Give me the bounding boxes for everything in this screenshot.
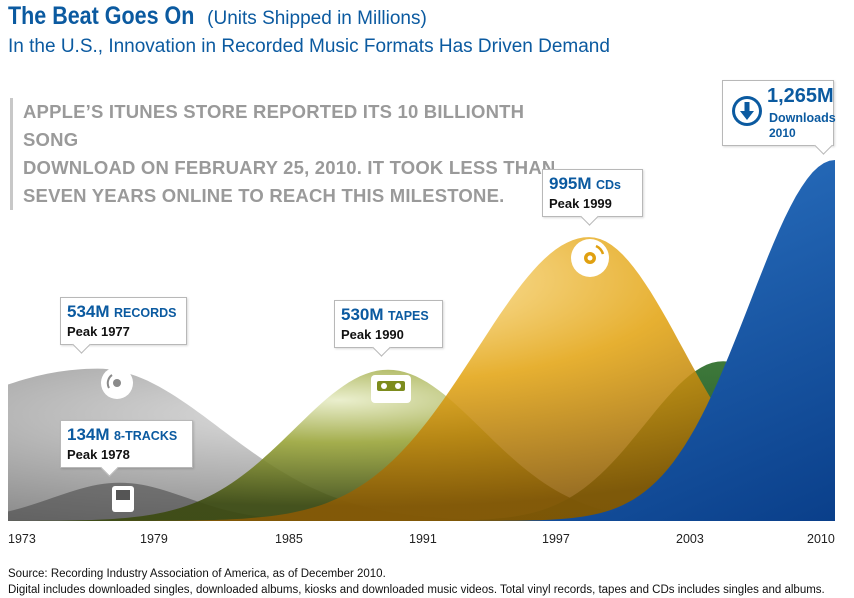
- cd-disc-icon: [571, 239, 609, 277]
- x-tick-1985: 1985: [275, 532, 303, 546]
- cds-unit: CDs: [595, 178, 621, 192]
- record-disc-icon: [101, 367, 133, 399]
- source-note: Source: Recording Industry Association o…: [8, 566, 825, 598]
- callout-records: 534M RECORDS Peak 1977: [60, 297, 187, 345]
- records-unit: RECORDS: [113, 306, 177, 320]
- 8tracks-peak-value: 134M: [67, 425, 110, 444]
- download-arrow-icon: [732, 96, 762, 126]
- chart-subtitle: In the U.S., Innovation in Recorded Musi…: [8, 36, 610, 57]
- x-tick-1973: 1973: [8, 532, 36, 546]
- downloads-label: Downloads: [769, 111, 836, 125]
- area-cds: [8, 237, 835, 521]
- chart-title-main: The Beat Goes On: [8, 2, 195, 30]
- tapes-peak-value: 530M: [341, 305, 384, 324]
- note-line-2: DOWNLOAD ON FEBRUARY 25, 2010. IT TOOK L…: [23, 157, 556, 178]
- 8tracks-peak-year: Peak 1978: [67, 447, 130, 462]
- source-line-2: Digital includes downloaded singles, dow…: [8, 584, 825, 596]
- cds-peak-value: 995M: [549, 174, 592, 193]
- x-tick-1991: 1991: [409, 532, 437, 546]
- area-records: [8, 368, 835, 521]
- tapes-unit: TAPES: [387, 309, 429, 323]
- note-line-3: SEVEN YEARS ONLINE TO REACH THIS MILESTO…: [23, 185, 505, 206]
- itunes-note: APPLE’S ITUNES STORE REPORTED ITS 10 BIL…: [10, 98, 583, 210]
- callout-tapes: 530M TAPES Peak 1990: [334, 300, 443, 348]
- 8tracks-unit: 8-TRACKS: [113, 429, 178, 443]
- downloads-value: 1,265M: [767, 85, 834, 107]
- callout-cds: 995M CDs Peak 1999: [542, 169, 643, 217]
- chart-title-units: (Units Shipped in Millions): [207, 8, 427, 29]
- x-tick-1997: 1997: [542, 532, 570, 546]
- downloads-year: 2010: [769, 126, 796, 140]
- records-peak-value: 534M: [67, 302, 110, 321]
- x-tick-2010: 2010: [807, 532, 835, 546]
- cassette-tape-icon: [371, 375, 411, 403]
- records-peak-year: Peak 1977: [67, 324, 130, 339]
- chart-title: The Beat Goes On (Units Shipped in Milli…: [8, 2, 427, 31]
- note-line-1: APPLE’S ITUNES STORE REPORTED ITS 10 BIL…: [23, 101, 525, 150]
- eight-track-icon: [112, 486, 134, 512]
- x-tick-2003: 2003: [676, 532, 704, 546]
- tapes-peak-year: Peak 1990: [341, 327, 404, 342]
- callout-downloads: 1,265M Downloads 2010: [722, 80, 836, 146]
- x-tick-1979: 1979: [140, 532, 168, 546]
- callout-8tracks: 134M 8-TRACKS Peak 1978: [60, 420, 193, 468]
- area-downloads: [8, 160, 835, 521]
- cds-peak-year: Peak 1999: [549, 196, 612, 211]
- source-line-1: Source: Recording Industry Association o…: [8, 568, 386, 580]
